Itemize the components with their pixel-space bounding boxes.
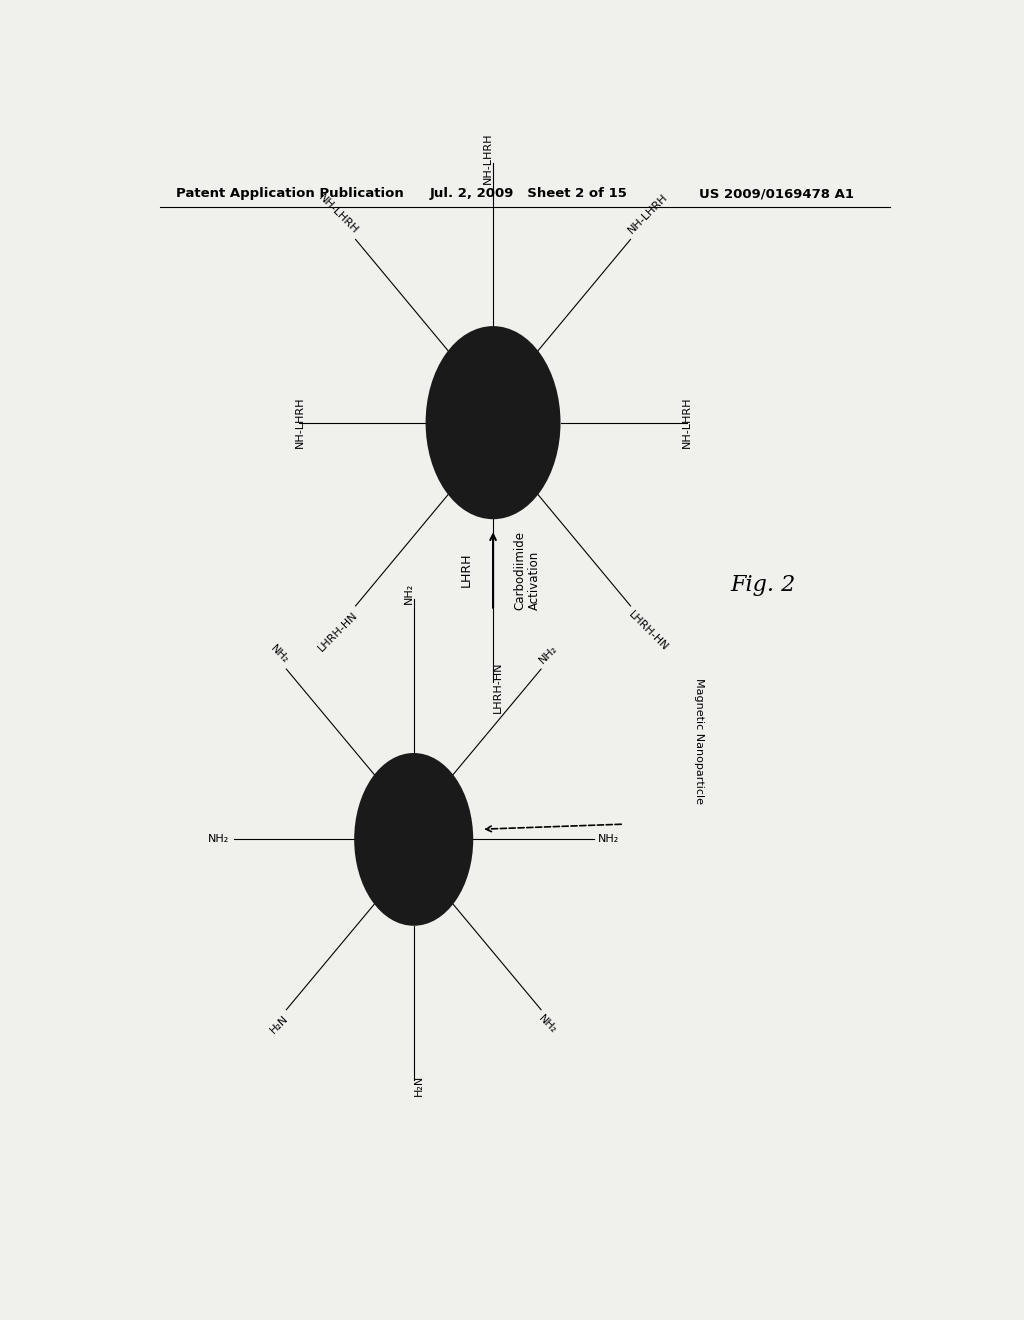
Text: NH-LHRH: NH-LHRH [316,193,359,236]
Text: US 2009/0169478 A1: US 2009/0169478 A1 [699,187,854,201]
Text: LHRH: LHRH [460,553,473,587]
Text: NH₂: NH₂ [403,583,414,605]
Ellipse shape [426,326,560,519]
Text: NH₂: NH₂ [208,834,229,845]
Text: LHRH-HN: LHRH-HN [627,610,670,653]
Text: H₂N: H₂N [414,1074,424,1096]
Text: Patent Application Publication: Patent Application Publication [176,187,403,201]
Text: Carbodiimide
Activation: Carbodiimide Activation [513,531,541,610]
Text: NH₂: NH₂ [537,643,559,665]
Text: NH₂: NH₂ [598,834,620,845]
Text: LHRH-HN: LHRH-HN [494,661,503,713]
Text: H₂N: H₂N [268,1014,291,1035]
Text: Magnetic Nanoparticle: Magnetic Nanoparticle [694,677,705,804]
Text: NH-LHRH: NH-LHRH [627,193,670,236]
Text: NH-LHRH: NH-LHRH [681,397,691,449]
Text: Fig. 2: Fig. 2 [730,574,796,597]
Text: NH-LHRH: NH-LHRH [483,132,494,185]
Ellipse shape [354,752,473,925]
Text: Jul. 2, 2009   Sheet 2 of 15: Jul. 2, 2009 Sheet 2 of 15 [430,187,628,201]
Text: NH-LHRH: NH-LHRH [295,397,305,449]
Text: NH₂: NH₂ [537,1014,559,1035]
Text: LHRH-HN: LHRH-HN [316,610,359,653]
Text: NH₂: NH₂ [268,643,291,665]
